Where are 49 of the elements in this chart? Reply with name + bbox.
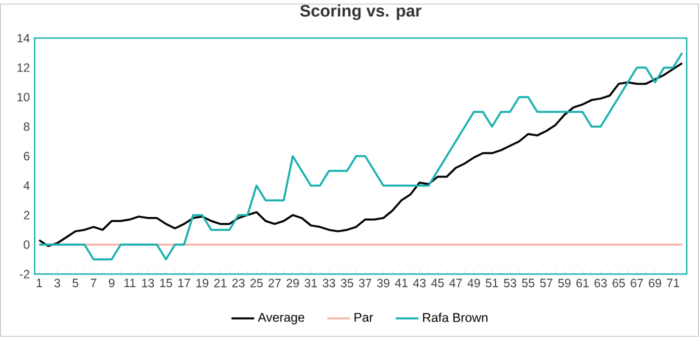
x-tick-label: 45	[431, 278, 444, 288]
y-tick-label: 4	[24, 182, 30, 190]
x-tick-label: 61	[576, 278, 589, 288]
x-tick-label: 17	[178, 278, 190, 288]
x-tick-label: 33	[322, 278, 336, 288]
x-tick-label: 35	[340, 278, 354, 288]
x-tick-label: 49	[467, 278, 480, 288]
x-tick-label: 5	[72, 278, 78, 288]
legend-label: Par	[354, 313, 374, 322]
x-tick-label: 7	[90, 278, 96, 288]
legend-label: Average	[258, 313, 304, 324]
x-tick-label: 37	[358, 278, 372, 288]
x-tick-label: 63	[594, 278, 607, 288]
x-tick-label: 65	[612, 278, 625, 288]
x-tick-label: 11	[124, 278, 136, 288]
y-tick-label: 2	[24, 211, 30, 220]
x-tick-label: 3	[54, 278, 60, 288]
y-tick-label: 14	[18, 34, 30, 42]
x-tick-label: 1	[36, 278, 42, 288]
x-tick-label: 69	[648, 278, 662, 288]
x-tick-label: 21	[214, 278, 226, 288]
x-tick-label: 27	[268, 278, 281, 288]
x-tick-label: 41	[395, 278, 408, 288]
x-tick-label: 51	[486, 278, 498, 288]
y-tick-label: 10	[18, 92, 30, 102]
x-tick-label: 71	[667, 278, 680, 288]
y-tick-label: 8	[24, 122, 30, 131]
chart-title: Scoring vs. par	[300, 4, 422, 20]
legend-label: Rafa Brown	[423, 312, 488, 322]
x-tick-label: 47	[449, 278, 462, 288]
x-tick-label: 23	[232, 278, 245, 288]
y-tick-label: 6	[24, 152, 30, 160]
x-tick-label: 13	[142, 278, 154, 288]
x-tick-label: 39	[377, 278, 390, 288]
x-tick-label: 9	[108, 278, 114, 288]
x-tick-label: 55	[522, 278, 534, 288]
x-tick-label: 25	[250, 278, 263, 288]
x-tick-label: 57	[540, 278, 552, 288]
y-tick-label: 0	[24, 240, 30, 249]
x-tick-label: 43	[413, 278, 426, 288]
x-tick-label: 59	[558, 278, 571, 288]
y-tick-label: -2	[20, 270, 30, 278]
x-tick-label: 67	[630, 278, 643, 288]
x-tick-label: 29	[286, 278, 299, 288]
x-tick-label: 31	[304, 278, 317, 288]
y-tick-label: 12	[18, 64, 30, 72]
x-tick-label: 15	[160, 278, 172, 288]
x-tick-label: 19	[196, 278, 208, 288]
x-tick-label: 53	[504, 278, 516, 288]
